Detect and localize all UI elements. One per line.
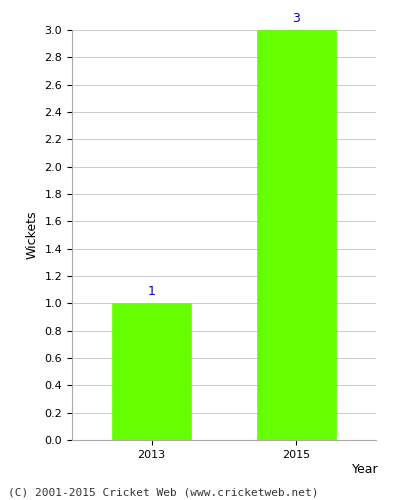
Text: 1: 1 xyxy=(148,285,156,298)
Text: (C) 2001-2015 Cricket Web (www.cricketweb.net): (C) 2001-2015 Cricket Web (www.cricketwe… xyxy=(8,488,318,498)
Y-axis label: Wickets: Wickets xyxy=(26,211,39,259)
Bar xyxy=(256,30,336,440)
Text: Year: Year xyxy=(352,462,379,475)
Text: 3: 3 xyxy=(292,12,300,24)
Bar xyxy=(112,304,192,440)
